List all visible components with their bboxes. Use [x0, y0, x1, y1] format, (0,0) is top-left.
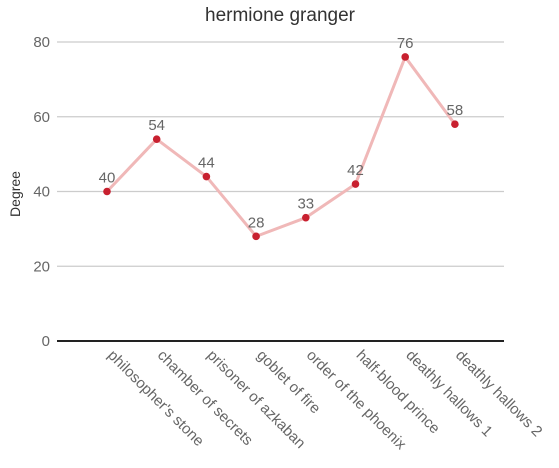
x-tick-label: philosopher's stone — [104, 347, 207, 450]
series-group — [103, 53, 459, 241]
data-label: 58 — [447, 102, 464, 119]
data-label: 76 — [397, 35, 414, 52]
data-point — [252, 232, 260, 241]
data-point — [401, 53, 410, 61]
x-tick-label: chamber of secrets — [154, 347, 256, 449]
x-tick-label: deathly hallows 1 — [402, 347, 495, 440]
data-label: 42 — [347, 162, 364, 179]
chart-title: hermione granger — [205, 5, 356, 26]
y-tick-label: 80 — [33, 34, 50, 51]
data-label: 40 — [99, 170, 116, 187]
data-point — [351, 180, 360, 188]
y-tick-label: 0 — [42, 333, 50, 350]
y-axis-label: Degree — [7, 171, 23, 217]
x-tick-label: deathly hallows 2 — [452, 347, 545, 440]
x-tick-label: half-blood prince — [353, 347, 443, 437]
data-point — [451, 120, 459, 129]
y-tick-label: 60 — [33, 109, 50, 126]
data-labels: 40 54 44 28 33 42 76 58 — [99, 35, 464, 231]
y-tick-label: 40 — [33, 184, 50, 201]
gridlines — [57, 41, 504, 267]
series-line — [105, 55, 457, 238]
y-tick-label: 20 — [33, 258, 50, 275]
data-point — [103, 187, 111, 196]
data-point — [302, 213, 310, 222]
data-point — [152, 135, 161, 143]
y-tick-labels: 0 20 40 60 80 — [33, 34, 50, 350]
data-label: 33 — [297, 196, 314, 213]
data-label: 28 — [248, 214, 265, 231]
data-label: 44 — [198, 155, 215, 172]
data-label: 54 — [148, 117, 165, 134]
data-point — [202, 172, 211, 181]
